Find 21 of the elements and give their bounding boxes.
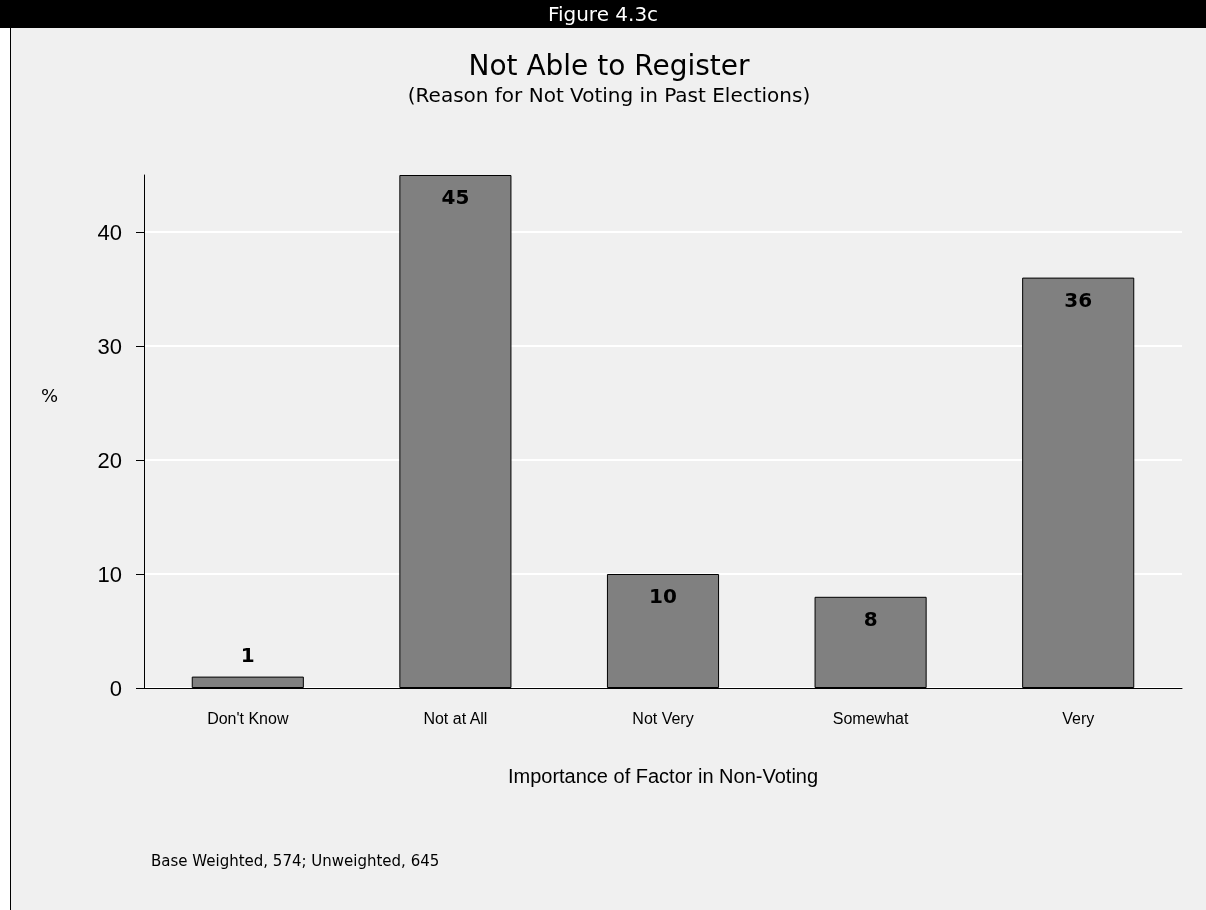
x-tick-label: Don't Know <box>207 709 289 727</box>
x-tick-label: Very <box>1062 709 1095 727</box>
data-label: 8 <box>863 606 878 631</box>
y-tick-label: 40 <box>97 219 122 245</box>
y-tick-label: 20 <box>97 447 122 473</box>
y-tick-label: 30 <box>97 333 122 359</box>
data-label: 1 <box>240 642 255 667</box>
data-label: 10 <box>649 584 677 608</box>
chart-title: Not Able to Register <box>468 48 751 82</box>
x-tick-label: Not at All <box>423 709 488 727</box>
chart-subtitle: (Reason for Not Voting in Past Elections) <box>407 83 811 107</box>
y-axis-title: % <box>41 384 59 406</box>
data-label: 45 <box>441 185 470 209</box>
data-label: 36 <box>1064 287 1093 312</box>
x-tick-label: Not Very <box>632 709 694 727</box>
y-tick-label: 0 <box>109 675 122 701</box>
x-tick-label: Somewhat <box>832 709 909 727</box>
caption: Figure 4.3c <box>0 0 1206 28</box>
text: Base Weighted, 574; Unweighted, 645 <box>151 851 440 870</box>
x-axis-title: Importance of Factor in Non-Voting <box>507 765 819 787</box>
y-tick-label: 10 <box>97 561 122 587</box>
